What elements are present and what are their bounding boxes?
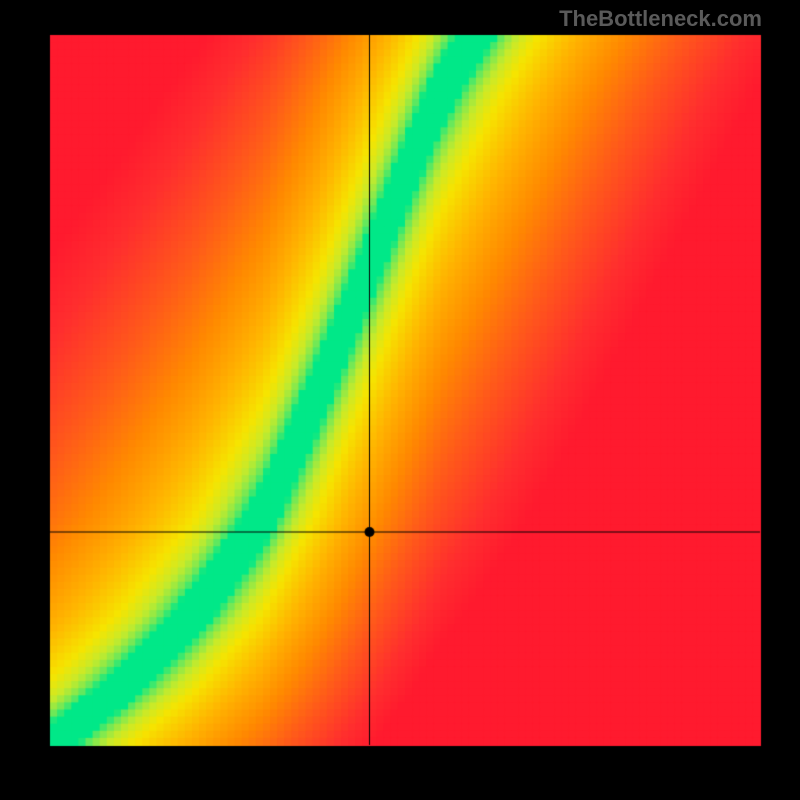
watermark-text: TheBottleneck.com [559,6,762,32]
chart-container: TheBottleneck.com [0,0,800,800]
bottleneck-heatmap [0,0,800,800]
